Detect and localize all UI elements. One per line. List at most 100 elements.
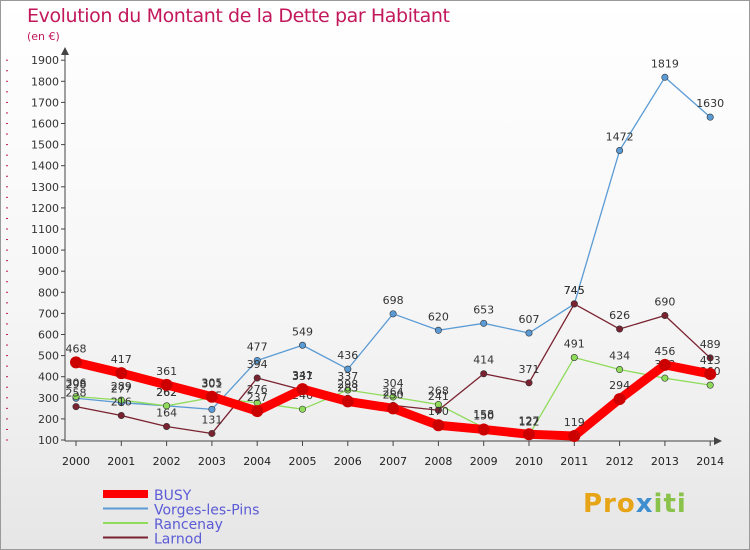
x-axis-arrow	[714, 437, 722, 445]
data-label: 361	[156, 365, 177, 378]
data-label: 250	[383, 388, 404, 401]
data-label: 216	[111, 396, 132, 409]
data-point	[704, 367, 717, 380]
data-label: 549	[292, 325, 313, 338]
y-tick-label: 1200	[31, 202, 59, 215]
data-label: 394	[247, 358, 268, 371]
legend-label: Larnod	[154, 532, 202, 548]
data-point	[160, 378, 173, 391]
data-label: 294	[609, 379, 630, 392]
x-tick-label: 2014	[696, 455, 724, 468]
data-label: 337	[337, 370, 358, 383]
y-tick-label: 600	[38, 329, 59, 342]
data-point	[205, 390, 218, 403]
legend-label: BUSY	[154, 488, 192, 504]
data-point	[568, 429, 581, 442]
y-tick-label: 900	[38, 265, 59, 278]
y-tick-label: 1300	[31, 181, 59, 194]
data-point	[117, 412, 125, 420]
data-label: 1472	[606, 131, 634, 144]
data-label: 690	[654, 296, 675, 309]
data-label: 298	[337, 378, 358, 391]
data-label: 131	[201, 413, 222, 426]
data-label: 489	[700, 338, 721, 351]
data-point	[616, 366, 624, 374]
data-point	[706, 354, 714, 362]
y-tick-label: 400	[38, 371, 59, 384]
data-point	[208, 429, 216, 437]
data-point	[115, 367, 128, 380]
data-label: 1630	[696, 97, 724, 110]
data-point	[208, 405, 216, 413]
y-tick-label: 800	[38, 286, 59, 299]
data-point	[616, 147, 624, 155]
data-label: 289	[111, 380, 132, 393]
data-point	[570, 353, 578, 361]
data-point	[477, 423, 490, 436]
x-tick-label: 2001	[107, 455, 135, 468]
data-label: 158	[473, 408, 494, 421]
data-label: 268	[428, 385, 449, 398]
data-point	[344, 365, 352, 373]
data-point	[706, 381, 714, 389]
data-point	[389, 310, 397, 318]
data-label: 745	[564, 284, 585, 297]
data-label: 119	[564, 416, 585, 429]
data-point	[661, 312, 669, 320]
data-label: 745	[564, 284, 585, 297]
y-tick-label: 1800	[31, 75, 59, 88]
data-point	[434, 406, 442, 414]
data-label: 304	[383, 377, 404, 390]
data-point	[72, 403, 80, 411]
data-point	[163, 422, 171, 430]
data-point	[117, 396, 125, 404]
x-tick-label: 2004	[243, 455, 271, 468]
x-tick-label: 2008	[424, 455, 452, 468]
data-point	[253, 374, 261, 382]
data-point	[613, 393, 626, 406]
x-tick-label: 2005	[289, 455, 317, 468]
y-tick-label: 1400	[31, 160, 59, 173]
data-label: 477	[247, 340, 268, 353]
data-label: 264	[383, 385, 404, 398]
data-label: 436	[337, 349, 358, 362]
data-label: 306	[66, 377, 87, 390]
y-tick-label: 200	[38, 413, 59, 426]
data-label: 491	[564, 337, 585, 350]
data-label: 301	[201, 378, 222, 391]
y-tick-label: 1600	[31, 118, 59, 131]
y-tick-label: 1900	[31, 54, 59, 67]
data-label: 371	[519, 363, 540, 376]
data-label: 170	[428, 405, 449, 418]
data-label: 653	[473, 303, 494, 316]
data-point	[298, 405, 306, 413]
data-label: 417	[111, 353, 132, 366]
data-point	[616, 325, 624, 333]
data-label: 164	[156, 406, 177, 419]
data-point	[570, 300, 578, 308]
x-tick-label: 2002	[153, 455, 181, 468]
data-label: 626	[609, 309, 630, 322]
data-label: 413	[700, 354, 721, 367]
x-tick-label: 2007	[379, 455, 407, 468]
y-tick-label: 700	[38, 307, 59, 320]
data-label: 305	[201, 377, 222, 390]
data-label: 414	[473, 354, 494, 367]
data-label: 298	[66, 378, 87, 391]
data-point	[253, 356, 261, 364]
data-label: 127	[519, 414, 540, 427]
x-tick-label: 2009	[470, 455, 498, 468]
data-point	[387, 402, 400, 415]
data-label: 607	[519, 313, 540, 326]
data-point	[434, 326, 442, 334]
x-tick-label: 2000	[62, 455, 90, 468]
data-label: 337	[292, 370, 313, 383]
data-point	[344, 386, 352, 394]
y-tick-label: 1700	[31, 96, 59, 109]
data-point	[298, 341, 306, 349]
data-point	[523, 428, 535, 441]
data-point	[72, 393, 80, 401]
y-tick-label: 300	[38, 392, 59, 405]
